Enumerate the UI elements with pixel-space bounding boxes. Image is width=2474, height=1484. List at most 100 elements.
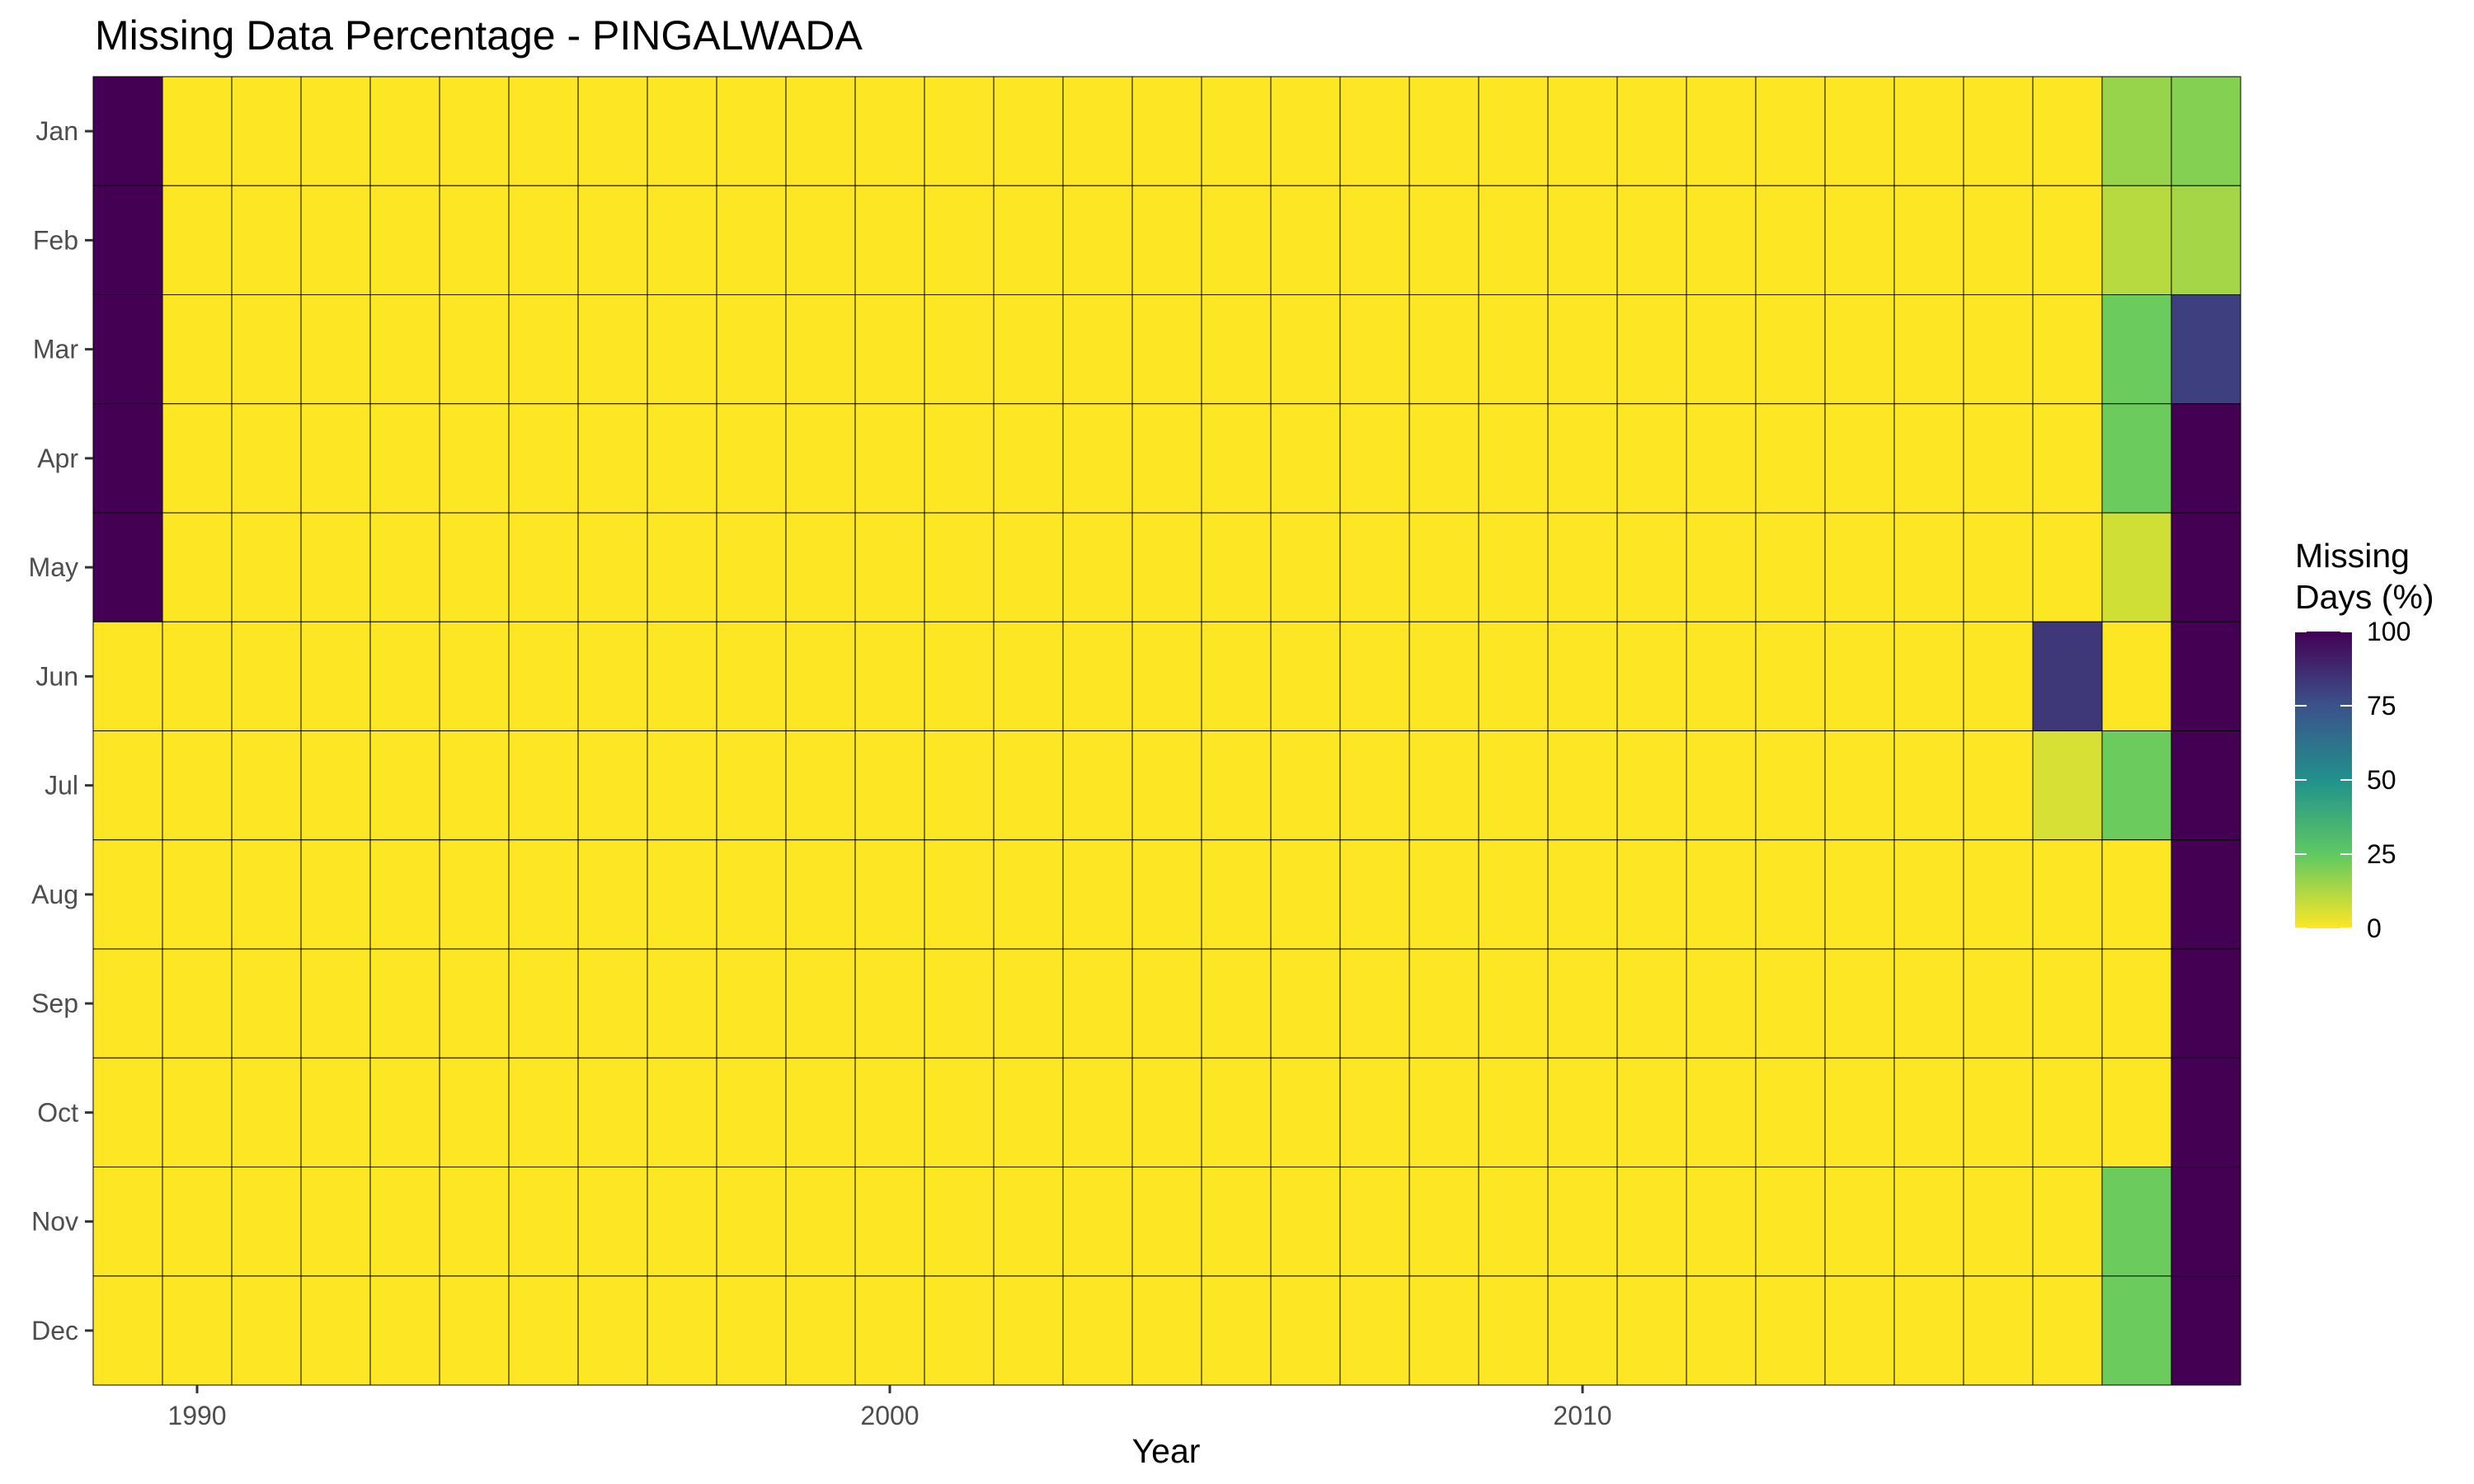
legend-tick-label-25: 25 <box>2367 839 2396 869</box>
heatmap-cell-may-2006 <box>1270 512 1341 622</box>
heatmap-cell-jan-2002 <box>993 76 1064 186</box>
heatmap-cell-jul-1996 <box>577 730 648 841</box>
heatmap-cell-jan-2016 <box>1963 76 2034 186</box>
heatmap-cell-aug-1998 <box>716 839 787 950</box>
heatmap-cell-oct-2006 <box>1270 1057 1341 1167</box>
heatmap-cell-feb-2015 <box>1893 185 1964 295</box>
heatmap-cell-mar-2018 <box>2101 294 2172 405</box>
y-tick-label-dec: Dec <box>31 1316 78 1345</box>
heatmap-cell-dec-1991 <box>231 1275 302 1386</box>
heatmap-cell-sep-1990 <box>162 948 233 1059</box>
heatmap-cell-jul-2014 <box>1824 730 1895 841</box>
heatmap-cell-sep-1993 <box>369 948 440 1059</box>
heatmap-cell-jun-2009 <box>1478 621 1549 731</box>
heatmap-cell-feb-2003 <box>1062 185 1133 295</box>
heatmap-cell-may-2013 <box>1755 512 1826 622</box>
heatmap-cell-nov-2006 <box>1270 1167 1341 1277</box>
heatmap-cell-dec-2009 <box>1478 1275 1549 1386</box>
heatmap-cell-jun-1990 <box>162 621 233 731</box>
heatmap-cell-jun-1994 <box>439 621 510 731</box>
heatmap-cell-jun-2003 <box>1062 621 1133 731</box>
heatmap-cell-jun-2015 <box>1893 621 1964 731</box>
heatmap-cell-apr-1994 <box>439 403 510 514</box>
heatmap-cell-sep-2014 <box>1824 948 1895 1059</box>
heatmap-cell-jan-2015 <box>1893 76 1964 186</box>
heatmap-cell-oct-2007 <box>1339 1057 1410 1167</box>
heatmap-cell-jul-2009 <box>1478 730 1549 841</box>
heatmap-cell-jun-2016 <box>1963 621 2034 731</box>
heatmap-cell-jan-1999 <box>785 76 856 186</box>
heatmap-cell-may-2018 <box>2101 512 2172 622</box>
heatmap-cell-may-2002 <box>993 512 1064 622</box>
heatmap-cell-feb-1990 <box>162 185 233 295</box>
heatmap-cell-jul-1993 <box>369 730 440 841</box>
heatmap-cell-may-1997 <box>647 512 717 622</box>
heatmap-cell-feb-2001 <box>924 185 995 295</box>
heatmap-cell-feb-2000 <box>854 185 925 295</box>
heatmap-cell-feb-2014 <box>1824 185 1895 295</box>
heatmap-cell-jan-2004 <box>1131 76 1202 186</box>
x-tick-label-2000: 2000 <box>860 1401 919 1430</box>
heatmap-cell-sep-2010 <box>1547 948 1618 1059</box>
heatmap-cell-sep-1997 <box>647 948 717 1059</box>
heatmap-cell-jun-2006 <box>1270 621 1341 731</box>
x-axis: 1990 2000 2010 <box>167 1385 1612 1430</box>
heatmap-cell-dec-1993 <box>369 1275 440 1386</box>
heatmap-cell-nov-2015 <box>1893 1167 1964 1277</box>
legend-title-line-1: Missing <box>2295 537 2410 575</box>
heatmap-cell-jun-1995 <box>508 621 579 731</box>
heatmap-cell-nov-1997 <box>647 1167 717 1277</box>
heatmap-cell-jan-1989 <box>92 76 163 186</box>
heatmap-cell-jun-2013 <box>1755 621 1826 731</box>
heatmap-cell-nov-1991 <box>231 1167 302 1277</box>
heatmap-cell-oct-2016 <box>1963 1057 2034 1167</box>
heatmap-cell-oct-2012 <box>1686 1057 1757 1167</box>
heatmap-cell-may-1991 <box>231 512 302 622</box>
heatmap-cell-feb-2008 <box>1409 185 1479 295</box>
heatmap-cell-apr-1998 <box>716 403 787 514</box>
heatmap-cell-nov-2011 <box>1616 1167 1687 1277</box>
heatmap-cell-sep-1995 <box>508 948 579 1059</box>
heatmap-cell-apr-1999 <box>785 403 856 514</box>
heatmap-cell-mar-2016 <box>1963 294 2034 405</box>
heatmap-cell-nov-2009 <box>1478 1167 1549 1277</box>
heatmap-cell-feb-1999 <box>785 185 856 295</box>
heatmap-cell-nov-2012 <box>1686 1167 1757 1277</box>
heatmap-cell-feb-1997 <box>647 185 717 295</box>
heatmap-cell-nov-2004 <box>1131 1167 1202 1277</box>
heatmap-cell-nov-2016 <box>1963 1167 2034 1277</box>
heatmap-cell-dec-1998 <box>716 1275 787 1386</box>
heatmap-cell-apr-2016 <box>1963 403 2034 514</box>
heatmap-cell-apr-1989 <box>92 403 163 514</box>
heatmap-cell-may-2015 <box>1893 512 1964 622</box>
heatmap-cell-may-1994 <box>439 512 510 622</box>
heatmap-cell-feb-2017 <box>2032 185 2103 295</box>
heatmap-cell-mar-1989 <box>92 294 163 405</box>
heatmap-cell-jan-2001 <box>924 76 995 186</box>
heatmap-cell-apr-2001 <box>924 403 995 514</box>
heatmap-cell-feb-1996 <box>577 185 648 295</box>
heatmap-cell-sep-2000 <box>854 948 925 1059</box>
heatmap-cell-aug-1990 <box>162 839 233 950</box>
heatmap-cell-aug-2004 <box>1131 839 1202 950</box>
heatmap-cell-sep-2009 <box>1478 948 1549 1059</box>
heatmap-cell-aug-2018 <box>2101 839 2172 950</box>
heatmap-cell-aug-2007 <box>1339 839 1410 950</box>
heatmap-cell-jun-2001 <box>924 621 995 731</box>
heatmap-cell-jun-1997 <box>647 621 717 731</box>
heatmap-cell-may-1995 <box>508 512 579 622</box>
heatmap-cell-mar-2006 <box>1270 294 1341 405</box>
heatmap-cell-apr-1990 <box>162 403 233 514</box>
heatmap-cell-may-2017 <box>2032 512 2103 622</box>
heatmap-cell-mar-1999 <box>785 294 856 405</box>
heatmap-cell-mar-2012 <box>1686 294 1757 405</box>
heatmap-cell-may-2007 <box>1339 512 1410 622</box>
heatmap-cell-jan-2007 <box>1339 76 1410 186</box>
heatmap-cell-nov-2003 <box>1062 1167 1133 1277</box>
heatmap-cell-jan-1992 <box>300 76 371 186</box>
heatmap-cell-jan-1997 <box>647 76 717 186</box>
heatmap-cell-feb-2006 <box>1270 185 1341 295</box>
heatmap-cell-jan-1998 <box>716 76 787 186</box>
legend-tick-label-50: 50 <box>2367 765 2396 795</box>
